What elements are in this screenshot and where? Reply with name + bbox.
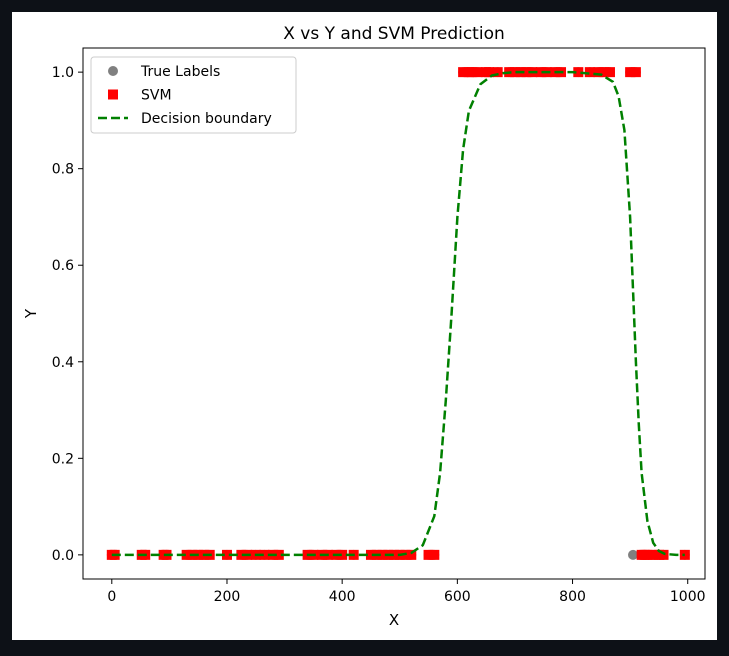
svm-point (658, 549, 669, 560)
legend-marker-square (108, 89, 118, 100)
svm-point (642, 549, 653, 560)
svm-point (521, 67, 532, 78)
axes-frame (82, 47, 706, 580)
svm-point (406, 549, 417, 560)
y-axis-label: Y (22, 308, 40, 319)
svm-point (389, 549, 399, 560)
svm-point (484, 67, 495, 78)
y-tick-label: 1.0 (52, 65, 74, 81)
x-tick-label: 0 (107, 589, 116, 605)
svm-point (236, 549, 247, 560)
svm-point (423, 549, 434, 560)
legend-marker-circle (108, 66, 118, 76)
chart-svg: 0 200 400 600 800 1000 0.0 0.2 0.4 0.6 0.8 1.0 X vs… (22, 24, 706, 629)
svm-point (377, 549, 388, 560)
svm-point (593, 67, 604, 78)
svm-point (509, 67, 520, 78)
svm-point (273, 549, 284, 560)
svm-point (181, 549, 192, 560)
legend-label: True Labels (140, 64, 220, 80)
svm-point (337, 549, 348, 560)
svm-point (221, 549, 232, 560)
x-tick-label: 600 (444, 589, 471, 605)
svm-point (573, 67, 584, 78)
y-tick-label: 0.4 (52, 355, 74, 371)
plot-area (106, 67, 690, 560)
plot-marks (106, 67, 690, 560)
svm-point (604, 67, 615, 78)
svm-point (648, 549, 659, 560)
svm-point (365, 549, 376, 560)
legend: True Labels SVM Decision boundary (90, 56, 297, 134)
y-tick-label: 0.0 (52, 548, 74, 564)
svm-point (625, 67, 636, 78)
y-tick-label: 0.8 (52, 162, 74, 178)
svm-point (599, 67, 610, 78)
svm-point (429, 549, 440, 560)
svm-point (584, 67, 595, 78)
x-tick-label: 1000 (670, 589, 706, 605)
legend-label: Decision boundary (141, 111, 272, 127)
x-tick-label: 400 (329, 589, 356, 605)
svm-point (630, 67, 641, 78)
svm-point (259, 549, 270, 560)
svm-point (466, 67, 477, 78)
svm-point (458, 67, 469, 78)
chart-figure: 0 200 400 600 800 1000 0.0 0.2 0.4 0.6 0.8 1.0 X vs… (12, 12, 717, 640)
true-label-point (628, 549, 639, 560)
legend-label: SVM (141, 88, 172, 104)
svm-point (679, 549, 690, 560)
svm-point (472, 67, 483, 78)
chart-title: X vs Y and SVM Prediction (283, 24, 505, 44)
svm-point (535, 67, 546, 78)
svm-point (492, 67, 503, 78)
axis-ticks: 0 200 400 600 800 1000 0.0 0.2 0.4 0.6 0.8 1.0 (52, 65, 706, 605)
y-tick-label: 0.6 (52, 258, 74, 274)
x-tick-label: 200 (214, 589, 241, 605)
decision-boundary-line (111, 70, 685, 557)
y-tick-label: 0.2 (52, 451, 74, 467)
x-tick-label: 800 (559, 589, 586, 605)
x-axis-label: X (389, 611, 399, 629)
legend-box (90, 56, 297, 134)
